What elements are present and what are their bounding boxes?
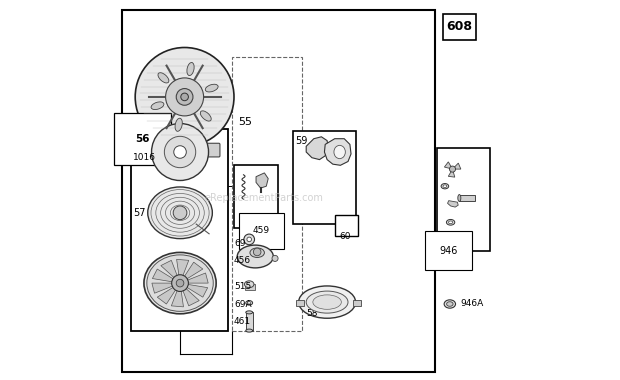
Circle shape xyxy=(176,89,193,105)
Ellipse shape xyxy=(446,302,453,306)
Circle shape xyxy=(176,279,184,287)
Ellipse shape xyxy=(334,145,345,159)
Ellipse shape xyxy=(158,73,169,83)
FancyBboxPatch shape xyxy=(246,284,255,290)
Circle shape xyxy=(172,275,188,291)
Polygon shape xyxy=(445,162,453,169)
Text: 456: 456 xyxy=(234,256,251,265)
Text: 461: 461 xyxy=(234,317,251,326)
Ellipse shape xyxy=(441,184,449,189)
Polygon shape xyxy=(183,288,199,306)
Circle shape xyxy=(272,255,278,261)
Ellipse shape xyxy=(299,286,356,318)
Ellipse shape xyxy=(446,220,455,225)
Text: 69: 69 xyxy=(234,239,246,248)
Ellipse shape xyxy=(250,248,264,258)
Polygon shape xyxy=(177,259,188,276)
FancyBboxPatch shape xyxy=(122,10,435,372)
Ellipse shape xyxy=(246,301,252,305)
Ellipse shape xyxy=(205,84,218,92)
Ellipse shape xyxy=(147,255,213,311)
FancyBboxPatch shape xyxy=(335,215,358,236)
FancyBboxPatch shape xyxy=(293,131,356,224)
Ellipse shape xyxy=(246,311,252,314)
Ellipse shape xyxy=(175,118,182,131)
Polygon shape xyxy=(306,137,328,160)
Polygon shape xyxy=(188,273,208,283)
Polygon shape xyxy=(453,163,461,169)
Text: 56: 56 xyxy=(135,134,149,144)
Ellipse shape xyxy=(448,221,453,223)
Polygon shape xyxy=(152,283,172,293)
FancyBboxPatch shape xyxy=(437,148,490,251)
Ellipse shape xyxy=(187,62,194,76)
Ellipse shape xyxy=(200,111,211,121)
Text: 946: 946 xyxy=(439,246,458,256)
Circle shape xyxy=(173,206,187,220)
Text: 55: 55 xyxy=(238,117,252,127)
FancyBboxPatch shape xyxy=(203,143,220,157)
Ellipse shape xyxy=(144,252,216,314)
Circle shape xyxy=(135,48,234,146)
Text: 57: 57 xyxy=(133,208,146,218)
Ellipse shape xyxy=(313,295,342,309)
FancyBboxPatch shape xyxy=(353,300,361,306)
Ellipse shape xyxy=(306,291,348,313)
Text: 60: 60 xyxy=(340,232,351,241)
Circle shape xyxy=(151,124,208,180)
Circle shape xyxy=(174,146,186,158)
Text: 69A: 69A xyxy=(234,300,252,309)
FancyBboxPatch shape xyxy=(246,312,252,331)
Polygon shape xyxy=(187,285,208,297)
Ellipse shape xyxy=(444,300,456,308)
Ellipse shape xyxy=(246,329,252,332)
Polygon shape xyxy=(171,290,184,307)
FancyBboxPatch shape xyxy=(232,57,303,331)
Ellipse shape xyxy=(237,245,273,268)
Circle shape xyxy=(244,234,255,245)
Text: 459: 459 xyxy=(253,226,270,235)
Ellipse shape xyxy=(244,281,254,288)
Text: 58: 58 xyxy=(306,309,317,318)
FancyBboxPatch shape xyxy=(149,143,167,157)
Text: 59: 59 xyxy=(294,136,307,146)
FancyBboxPatch shape xyxy=(296,300,304,306)
Polygon shape xyxy=(256,173,268,188)
Polygon shape xyxy=(161,260,177,278)
Polygon shape xyxy=(157,287,176,304)
Text: eReplacementParts.com: eReplacementParts.com xyxy=(205,193,324,203)
Circle shape xyxy=(450,166,456,172)
Ellipse shape xyxy=(458,195,461,201)
Text: 1016: 1016 xyxy=(133,153,156,162)
Circle shape xyxy=(164,136,196,168)
Ellipse shape xyxy=(148,187,212,239)
Text: 515: 515 xyxy=(234,282,251,291)
Polygon shape xyxy=(448,169,455,177)
Polygon shape xyxy=(184,262,203,279)
Text: 946A: 946A xyxy=(460,299,484,309)
Polygon shape xyxy=(324,139,351,165)
FancyBboxPatch shape xyxy=(234,165,278,228)
Circle shape xyxy=(254,248,261,256)
Polygon shape xyxy=(153,269,173,282)
Circle shape xyxy=(166,78,203,116)
Polygon shape xyxy=(448,201,458,207)
Circle shape xyxy=(247,237,252,242)
Ellipse shape xyxy=(443,185,447,188)
FancyBboxPatch shape xyxy=(131,129,228,331)
Ellipse shape xyxy=(151,102,164,109)
Text: 608: 608 xyxy=(447,21,472,33)
Ellipse shape xyxy=(247,302,251,304)
Circle shape xyxy=(181,93,188,101)
FancyBboxPatch shape xyxy=(459,195,474,201)
FancyBboxPatch shape xyxy=(443,14,476,40)
